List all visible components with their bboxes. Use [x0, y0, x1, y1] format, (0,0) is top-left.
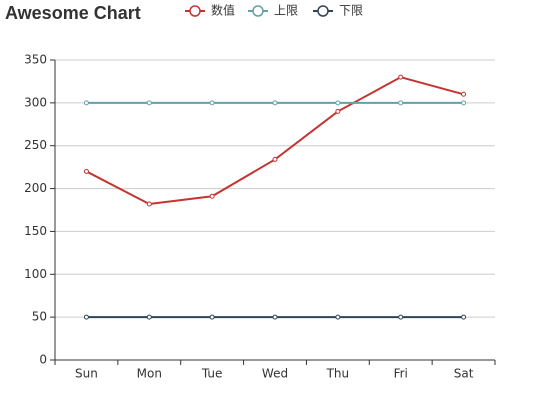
data-point	[272, 100, 278, 106]
x-tick-label: Wed	[262, 367, 288, 381]
data-point	[398, 74, 404, 80]
x-tick-label: Mon	[137, 367, 162, 381]
data-point	[83, 314, 89, 320]
x-tick-label: Fri	[394, 367, 408, 381]
y-tick-label: 0	[39, 353, 47, 367]
data-point	[272, 314, 278, 320]
y-tick-label: 300	[24, 95, 47, 109]
data-point	[335, 100, 341, 106]
y-tick-label: 250	[24, 138, 47, 152]
data-point	[146, 100, 152, 106]
data-point	[209, 314, 215, 320]
legend-label: 数值	[211, 3, 235, 18]
series-line	[85, 76, 464, 206]
data-point	[146, 314, 152, 320]
data-point	[335, 314, 341, 320]
x-tick-label: Sun	[75, 367, 98, 381]
legend-icon-circle	[252, 5, 264, 17]
data-point	[461, 314, 467, 320]
data-point	[209, 193, 215, 199]
legend-label: 上限	[274, 4, 298, 18]
data-point	[398, 314, 404, 320]
y-tick-label: 350	[24, 53, 47, 67]
data-point	[335, 108, 341, 114]
x-tick-label: Sat	[454, 367, 474, 381]
legend-label: 下限	[339, 4, 363, 18]
legend-icon-circle	[317, 5, 329, 17]
legend-icon-circle	[189, 5, 201, 17]
chart-title: Awesome Chart	[5, 3, 141, 23]
data-point	[83, 168, 89, 174]
y-tick-label: 150	[24, 224, 47, 238]
y-tick-label: 50	[32, 310, 47, 324]
data-point	[461, 100, 467, 106]
data-point	[83, 100, 89, 106]
data-point	[209, 100, 215, 106]
y-tick-label: 100	[24, 267, 47, 281]
x-tick-label: Tue	[201, 367, 223, 381]
data-point	[461, 91, 467, 97]
data-point	[398, 100, 404, 106]
x-tick-label: Thu	[326, 367, 350, 381]
y-tick-label: 200	[24, 181, 47, 195]
data-point	[272, 156, 278, 162]
data-point	[146, 201, 152, 207]
